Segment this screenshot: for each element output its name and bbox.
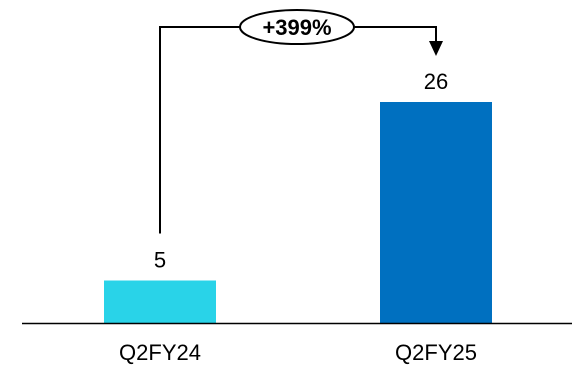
x-tick-label-q2fy24: Q2FY24: [119, 340, 201, 365]
ticks-layer: Q2FY24 Q2FY25: [119, 340, 477, 365]
down-arrow-icon: [429, 41, 443, 56]
data-label-q2fy25: 26: [424, 69, 448, 94]
growth-annotation: +399%: [159, 9, 443, 234]
labels-layer: 5 26: [154, 69, 448, 273]
bars-layer: [104, 102, 492, 323]
bar-q2fy25: [380, 102, 492, 323]
x-tick-label-q2fy25: Q2FY25: [395, 340, 477, 365]
growth-percent-label: +399%: [262, 15, 331, 40]
bar-q2fy24: [104, 280, 216, 323]
growth-badge: [239, 9, 355, 45]
data-label-q2fy24: 5: [154, 248, 166, 273]
